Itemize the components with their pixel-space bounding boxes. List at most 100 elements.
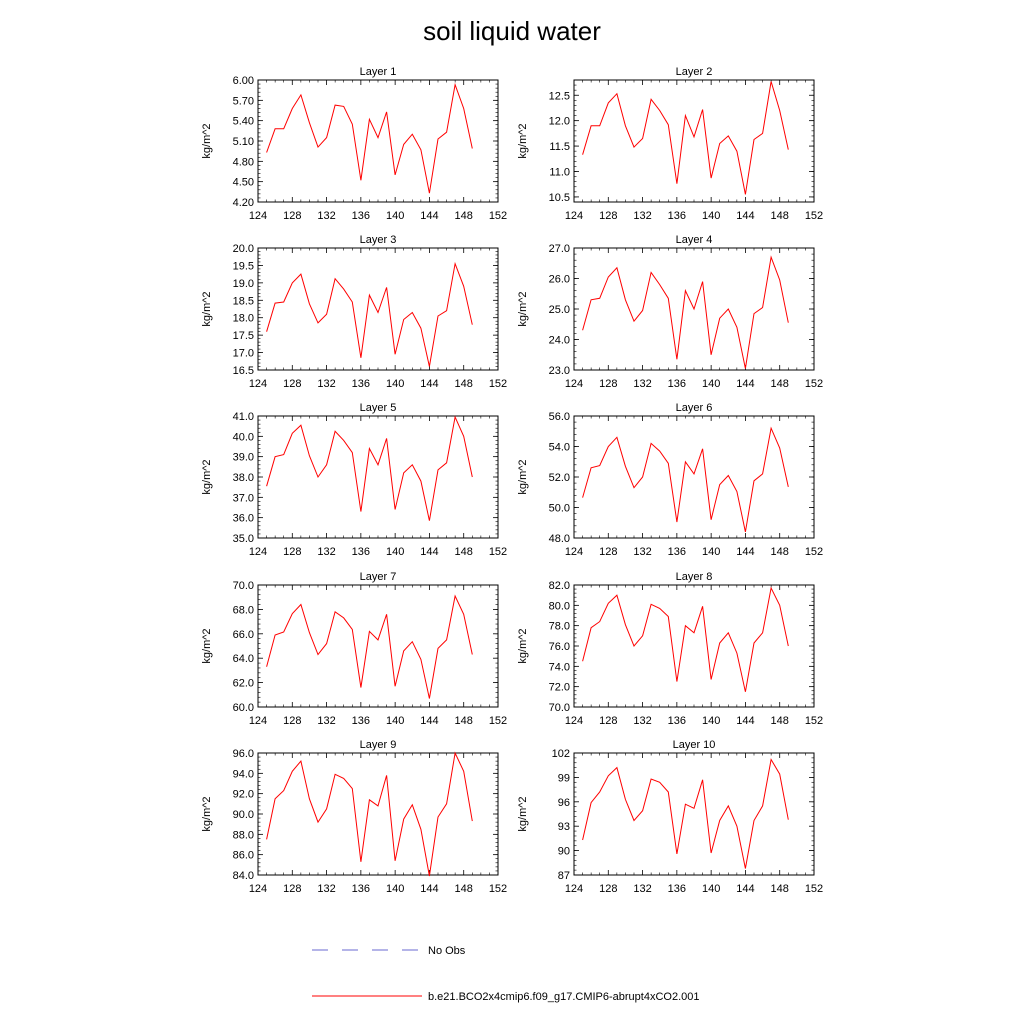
x-tick-label: 132	[633, 715, 651, 727]
y-tick-label: 6.00	[233, 75, 254, 87]
series-line	[266, 82, 473, 194]
y-tick-label: 96	[558, 797, 570, 809]
panel-layer-10: Layer 10 124 128 132 136 140 144 148 152 87 90 93 96…	[517, 739, 823, 895]
x-tick-label: 144	[736, 546, 754, 558]
x-tick-label: 144	[736, 715, 754, 727]
plot-frame	[257, 752, 499, 876]
y-axis-label: kg/m^2	[201, 459, 213, 494]
y-tick-label: 52.0	[549, 472, 570, 484]
x-tick-label: 124	[565, 210, 583, 222]
x-tick-label: 148	[771, 715, 789, 727]
x-tick-label: 144	[420, 883, 438, 895]
y-tick-label: 18.5	[233, 295, 254, 307]
x-tick-label: 124	[249, 210, 267, 222]
y-tick-label: 20.0	[233, 243, 254, 255]
panel-title: Layer 8	[676, 571, 713, 583]
y-tick-label: 93	[558, 821, 570, 833]
series-line	[266, 415, 473, 521]
x-tick-label: 140	[702, 715, 720, 727]
y-tick-label: 35.0	[233, 533, 254, 545]
series-line	[266, 594, 473, 699]
x-tick-label: 140	[386, 715, 404, 727]
x-tick-label: 140	[386, 210, 404, 222]
y-tick-label: 60.0	[233, 702, 254, 714]
x-tick-label: 128	[599, 546, 617, 558]
y-tick-label: 48.0	[549, 533, 570, 545]
panel-layer-7: Layer 7 124 128 132 136 140 144 148 152 60.0 62.0 6…	[201, 571, 507, 727]
y-tick-label: 38.0	[233, 472, 254, 484]
legend: No Obs b.e21.BCO2x4cmip6.f09_g17.CMIP6-a…	[312, 945, 700, 1003]
y-tick-label: 68.0	[233, 604, 254, 616]
panel-title: Layer 4	[676, 234, 713, 246]
x-tick-label: 128	[283, 715, 301, 727]
y-tick-label: 64.0	[233, 653, 254, 665]
x-tick-label: 136	[352, 883, 370, 895]
y-tick-label: 39.0	[233, 452, 254, 464]
y-tick-label: 66.0	[233, 629, 254, 641]
plot-frame	[257, 247, 499, 371]
x-tick-label: 152	[805, 210, 823, 222]
x-tick-label: 132	[633, 210, 651, 222]
panel-title: Layer 1	[360, 66, 397, 78]
y-axis-label: kg/m^2	[201, 291, 213, 326]
series-line	[582, 426, 789, 533]
y-tick-label: 96.0	[233, 748, 254, 760]
x-tick-label: 152	[489, 715, 507, 727]
x-tick-label: 136	[352, 715, 370, 727]
x-tick-label: 132	[633, 546, 651, 558]
x-tick-label: 144	[736, 378, 754, 390]
y-tick-label: 18.0	[233, 313, 254, 325]
panel-title: Layer 6	[676, 402, 713, 414]
y-tick-label: 4.20	[233, 197, 254, 209]
x-tick-label: 136	[668, 210, 686, 222]
x-tick-label: 128	[283, 378, 301, 390]
plot-frame	[257, 415, 499, 539]
x-tick-label: 136	[352, 210, 370, 222]
y-tick-label: 72.0	[549, 682, 570, 694]
x-tick-label: 152	[805, 546, 823, 558]
y-tick-label: 82.0	[549, 580, 570, 592]
y-tick-label: 12.5	[549, 90, 570, 102]
panel-layer-8: Layer 8 124 128 132 136 140 144 148 152 70.0 72.0 7…	[517, 571, 823, 727]
x-tick-label: 132	[633, 378, 651, 390]
y-tick-label: 87	[558, 870, 570, 882]
x-tick-label: 128	[599, 715, 617, 727]
x-tick-label: 128	[599, 210, 617, 222]
y-tick-label: 11.0	[549, 167, 570, 179]
y-tick-label: 5.10	[233, 136, 254, 148]
x-tick-label: 136	[352, 378, 370, 390]
panel-layer-1: Layer 1 124 128 132 136 140 144 148 152 4.20 4.50 4…	[201, 66, 507, 222]
panel-layer-3: Layer 3 124 128 132 136 140 144 148 152 16.5 17.0 1…	[201, 234, 507, 390]
y-axis-label: kg/m^2	[201, 628, 213, 663]
plot-frame	[573, 415, 815, 539]
x-tick-label: 148	[455, 715, 473, 727]
y-tick-label: 62.0	[233, 678, 254, 690]
x-tick-label: 124	[249, 546, 267, 558]
x-tick-label: 128	[283, 210, 301, 222]
y-tick-label: 94.0	[233, 768, 254, 780]
legend-model-label: b.e21.BCO2x4cmip6.f09_g17.CMIP6-abrupt4x…	[428, 991, 700, 1003]
y-tick-label: 86.0	[233, 850, 254, 862]
y-axis-label: kg/m^2	[517, 628, 529, 663]
y-tick-label: 16.5	[233, 365, 254, 377]
x-tick-label: 144	[420, 715, 438, 727]
x-tick-label: 136	[668, 715, 686, 727]
y-tick-label: 5.70	[233, 95, 254, 107]
y-tick-label: 36.0	[233, 513, 254, 525]
y-tick-label: 26.0	[549, 274, 570, 286]
x-tick-label: 152	[489, 546, 507, 558]
y-tick-label: 84.0	[233, 870, 254, 882]
x-tick-label: 124	[249, 715, 267, 727]
series-line	[266, 751, 473, 877]
y-tick-label: 78.0	[549, 621, 570, 633]
x-tick-label: 124	[565, 715, 583, 727]
y-tick-label: 54.0	[549, 442, 570, 454]
x-tick-label: 136	[668, 378, 686, 390]
series-line	[266, 261, 473, 367]
y-tick-label: 56.0	[549, 411, 570, 423]
x-tick-label: 128	[283, 546, 301, 558]
panel-layer-2: Layer 2 124 128 132 136 140 144 148 152 10.5 11.0 1…	[517, 66, 823, 222]
x-tick-label: 152	[489, 883, 507, 895]
x-tick-label: 148	[771, 883, 789, 895]
y-axis-label: kg/m^2	[517, 123, 529, 158]
